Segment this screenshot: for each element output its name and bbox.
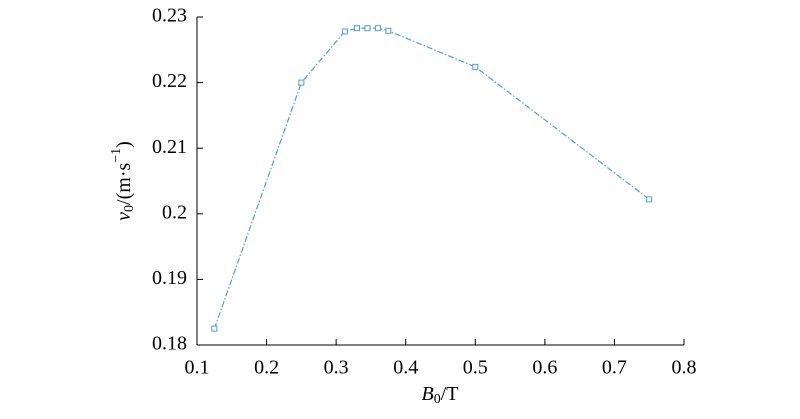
point-marker xyxy=(364,25,371,32)
x-tick-label: 0.6 xyxy=(532,357,557,379)
y-tick-label: 0.2 xyxy=(162,201,187,223)
x-tick-label: 0.2 xyxy=(254,357,279,379)
x-tick-label: 0.7 xyxy=(602,357,627,379)
x-tick-label: 0.5 xyxy=(463,357,488,379)
x-tick-label: 0.3 xyxy=(324,357,349,379)
y-label-unit: /(m·s xyxy=(113,163,135,205)
point-marker xyxy=(354,25,361,32)
y-axis-label: v0/(m·s−1) xyxy=(109,141,137,221)
point-marker xyxy=(374,25,381,32)
point-marker xyxy=(385,27,392,34)
series-line xyxy=(213,27,650,329)
point-marker xyxy=(646,196,653,203)
x-label-sub: 0 xyxy=(434,392,441,407)
point-marker xyxy=(341,28,348,35)
point-marker xyxy=(472,63,479,70)
y-tick-label: 0.22 xyxy=(152,70,187,92)
x-tick-label: 0.4 xyxy=(393,357,418,379)
x-label-unit: /T xyxy=(441,383,459,405)
y-label-end: ) xyxy=(113,141,135,148)
x-label-var: B xyxy=(422,383,434,405)
x-axis-label: B0/T xyxy=(422,383,459,408)
y-tick-label: 0.19 xyxy=(152,267,187,289)
point-marker xyxy=(211,325,218,332)
x-tick-label: 0.8 xyxy=(672,357,697,379)
y-label-sub: 0 xyxy=(122,205,137,212)
y-label-sup: −1 xyxy=(109,148,124,163)
y-tick-label: 0.23 xyxy=(152,5,187,27)
y-label-var: v xyxy=(113,212,135,221)
y-tick-label: 0.21 xyxy=(152,136,187,158)
x-tick-label: 0.1 xyxy=(185,357,210,379)
y-tick-label: 0.18 xyxy=(152,333,187,355)
point-marker xyxy=(298,79,305,86)
